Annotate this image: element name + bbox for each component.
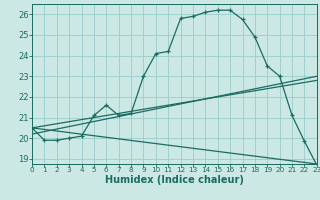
X-axis label: Humidex (Indice chaleur): Humidex (Indice chaleur) xyxy=(105,175,244,185)
